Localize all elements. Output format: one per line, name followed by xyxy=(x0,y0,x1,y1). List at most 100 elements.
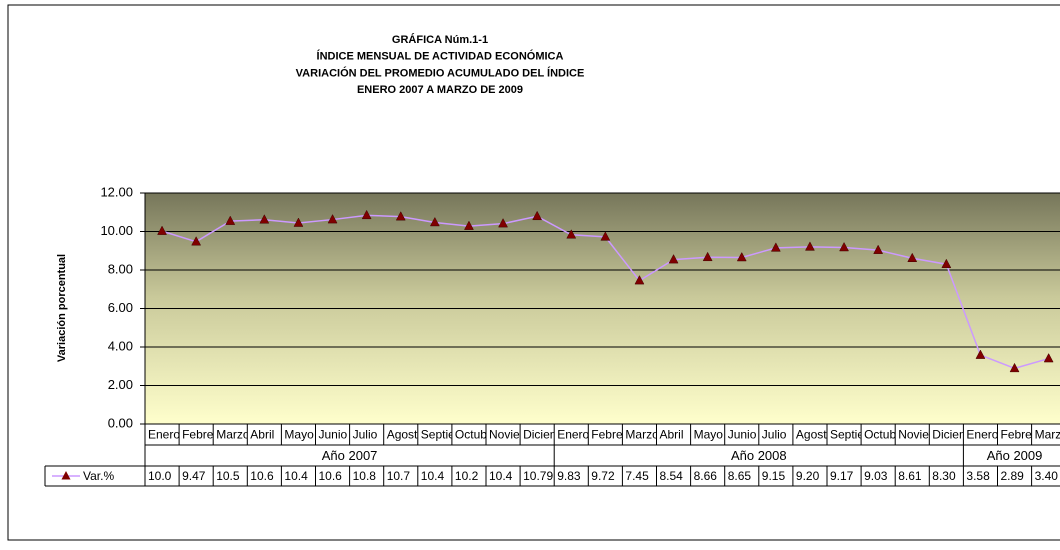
x-tick-label: Noviembre xyxy=(898,428,956,442)
data-point xyxy=(668,254,679,264)
data-label: 10.6 xyxy=(250,469,274,483)
x-tick-label: Enero xyxy=(557,428,589,442)
table-cell: Marzo xyxy=(625,428,659,442)
data-label: 9.15 xyxy=(762,469,786,483)
data-point xyxy=(600,231,611,241)
group-label: Año 2007 xyxy=(322,448,378,463)
x-tick-label: Mayo xyxy=(284,428,314,442)
data-label: 7.45 xyxy=(625,469,649,483)
x-tick-label: Junio xyxy=(728,428,757,442)
data-point xyxy=(1043,353,1054,363)
legend-marker xyxy=(61,471,71,480)
group-label: Año 2009 xyxy=(987,448,1043,463)
data-label: 10.4 xyxy=(284,469,308,483)
data-point xyxy=(157,225,167,235)
table-cell: Diciembre xyxy=(523,428,577,442)
x-tick-label: Octubre xyxy=(864,428,907,442)
table-cell: Agosto xyxy=(796,428,834,442)
x-tick-label: Mayo xyxy=(694,428,724,442)
x-tick-label: Agosto xyxy=(796,428,834,442)
x-tick-label: Febrero xyxy=(591,428,633,442)
table-cell: 7.45 xyxy=(625,469,649,483)
x-tick-label: Septiembre xyxy=(830,428,892,442)
table-cell: 10.6 xyxy=(250,469,274,483)
y-tick-label: 8.00 xyxy=(108,261,133,276)
data-point xyxy=(293,217,304,227)
table-cell: Febrero xyxy=(182,428,224,442)
data-point xyxy=(361,209,372,220)
x-tick-label: Enero xyxy=(966,428,998,442)
table-cell: Marzo xyxy=(216,428,247,442)
x-tick-label: Abril xyxy=(250,428,274,442)
x-tick-label: Agosto xyxy=(387,428,425,442)
table-cell: 10.79 xyxy=(523,469,553,483)
x-tick-label: Diciembre xyxy=(932,428,986,442)
x-tick-label: Junio xyxy=(319,428,348,442)
table-cell: Abril xyxy=(250,428,274,442)
table-cell: Mayo xyxy=(284,428,314,442)
data-point xyxy=(464,220,474,230)
data-point xyxy=(225,215,236,225)
table-cell: 9.47 xyxy=(182,469,206,483)
data-point xyxy=(702,251,713,262)
table-cell: Junio xyxy=(319,428,348,442)
table-cell: 10.0 xyxy=(148,469,172,483)
table-cell: Mayo xyxy=(694,428,724,442)
data-point xyxy=(498,218,508,228)
table-cell: 2.89 xyxy=(1001,469,1025,483)
x-tick-label: Diciembre xyxy=(523,428,577,442)
data-label: 8.65 xyxy=(728,469,752,483)
table-cell: Septiembre xyxy=(421,428,452,442)
x-tick-label: Abril xyxy=(660,428,684,442)
data-label: 10.7 xyxy=(387,469,411,483)
table-cell: Septiembre xyxy=(830,428,892,442)
table-cell: 10.5 xyxy=(216,469,240,483)
data-point xyxy=(327,214,338,224)
table-cell: 9.15 xyxy=(762,469,786,483)
data-label: 8.30 xyxy=(932,469,956,483)
table-cell: 8.66 xyxy=(694,469,718,483)
data-label: 9.03 xyxy=(864,469,888,483)
data-point xyxy=(907,252,918,263)
data-point xyxy=(805,241,815,251)
data-label: 10.79 xyxy=(523,469,553,483)
legend-label: Var.% xyxy=(83,469,114,483)
table-cell: 3.40 xyxy=(1035,469,1059,483)
data-label: 8.61 xyxy=(898,469,922,483)
x-tick-label: Enero xyxy=(148,428,180,442)
y-tick-label: 10.00 xyxy=(100,223,133,238)
data-label: 10.2 xyxy=(455,469,479,483)
data-label: 10.0 xyxy=(148,469,172,483)
table-cell: 9.72 xyxy=(591,469,615,483)
x-tick-label: Febrero xyxy=(182,428,224,442)
y-tick-label: 6.00 xyxy=(108,300,133,315)
table-cell: Abril xyxy=(660,428,684,442)
x-tick-label: Marzo xyxy=(625,428,659,442)
table-cell: Agosto xyxy=(387,428,425,442)
data-point xyxy=(941,258,952,268)
data-point xyxy=(873,244,884,254)
table-cell: Febrero xyxy=(1001,428,1032,442)
data-label: 10.4 xyxy=(489,469,513,483)
table-cell: 10.4 xyxy=(284,469,308,483)
data-label: 9.72 xyxy=(591,469,615,483)
chart-title: GRÁFICA Núm.1-1 xyxy=(392,33,488,46)
chart-title: ÍNDICE MENSUAL DE ACTIVIDAD ECONÓMICA xyxy=(317,50,564,63)
table-cell: 9.20 xyxy=(796,469,820,483)
table-cell: 9.17 xyxy=(830,469,854,483)
table-cell: 8.54 xyxy=(660,469,684,483)
data-point xyxy=(566,229,577,239)
table-cell: 10.2 xyxy=(455,469,479,483)
data-point xyxy=(429,216,440,227)
table-cell: Febrero xyxy=(591,428,633,442)
table-cell: 10.8 xyxy=(353,469,377,483)
x-tick-label: Marzo xyxy=(1035,428,1060,442)
table-cell: Noviembre xyxy=(898,428,956,442)
table-cell: 9.83 xyxy=(557,469,581,483)
table-cell: Julio xyxy=(353,428,378,442)
table-cell: 8.61 xyxy=(898,469,922,483)
data-label: 10.4 xyxy=(421,469,445,483)
table-cell: 9.03 xyxy=(864,469,888,483)
data-label: 8.54 xyxy=(660,469,684,483)
